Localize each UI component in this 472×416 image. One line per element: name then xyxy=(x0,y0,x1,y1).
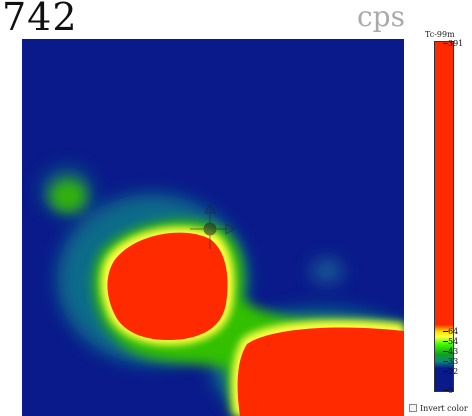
scan-image-panel[interactable] xyxy=(22,39,404,416)
count-unit: cps xyxy=(357,0,405,33)
count-value: 742 xyxy=(2,0,78,39)
crosshair-marker xyxy=(190,204,235,249)
colorbar-tick-min: 0 xyxy=(442,386,454,395)
colorbar-tick: 33 xyxy=(442,357,459,366)
colorbar-title: Tc-99m xyxy=(425,30,455,39)
colorbar-tick: 64 xyxy=(442,327,459,336)
invert-color-label: Invert color xyxy=(420,403,468,413)
colorbar xyxy=(434,41,454,392)
hotspot-left xyxy=(107,232,228,341)
hotspot-right xyxy=(237,327,404,416)
colorbar-tick: 43 xyxy=(442,347,459,356)
scan-image xyxy=(22,39,404,416)
colorbar-tick: 22 xyxy=(442,367,459,376)
colorbar-tick: 54 xyxy=(442,337,459,346)
colorbar-tick-max: 391 xyxy=(442,39,464,48)
invert-color-checkbox[interactable] xyxy=(409,404,417,412)
invert-color-toggle[interactable]: Invert color xyxy=(409,401,472,415)
